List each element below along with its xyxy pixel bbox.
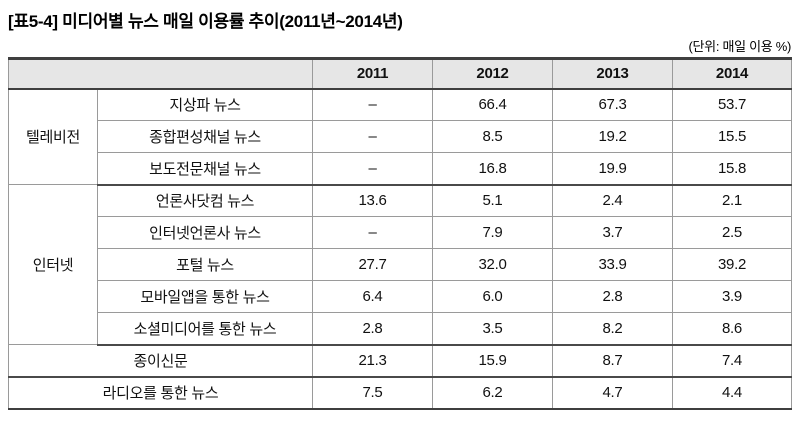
table-row: 보도전문채널 뉴스 – 16.8 19.9 15.8 bbox=[9, 152, 792, 186]
value-cell: 4.7 bbox=[552, 376, 673, 409]
value-cell: 8.6 bbox=[672, 312, 792, 346]
row-label: 인터넷언론사 뉴스 bbox=[97, 216, 313, 249]
value-cell: 8.2 bbox=[552, 312, 673, 346]
value-cell: 21.3 bbox=[312, 344, 433, 378]
value-cell: – bbox=[312, 120, 433, 153]
value-cell: 19.9 bbox=[552, 152, 673, 186]
table-row: 종합편성채널 뉴스 – 8.5 19.2 15.5 bbox=[9, 120, 792, 153]
group-label-television: 텔레비전 bbox=[8, 88, 98, 185]
value-cell: 32.0 bbox=[432, 248, 553, 281]
value-cell: 8.5 bbox=[432, 120, 553, 153]
value-cell: 8.7 bbox=[552, 344, 673, 378]
value-cell: 66.4 bbox=[432, 88, 553, 121]
value-cell: 3.5 bbox=[432, 312, 553, 346]
value-cell: 15.8 bbox=[672, 152, 792, 186]
value-cell: 2.8 bbox=[552, 280, 673, 313]
table-row: 포털 뉴스 27.7 32.0 33.9 39.2 bbox=[9, 248, 792, 281]
row-label: 지상파 뉴스 bbox=[97, 88, 313, 121]
value-cell: 2.5 bbox=[672, 216, 792, 249]
table-row: 텔레비전 지상파 뉴스 – 66.4 67.3 53.7 bbox=[8, 88, 792, 185]
value-cell: 53.7 bbox=[672, 88, 792, 121]
value-cell: 67.3 bbox=[552, 88, 673, 121]
value-cell: 15.9 bbox=[432, 344, 553, 378]
row-label-newspaper: 종이신문 bbox=[8, 344, 313, 378]
year-header: 2014 bbox=[672, 58, 792, 90]
value-cell: 3.7 bbox=[552, 216, 673, 249]
value-cell: 7.4 bbox=[672, 344, 792, 378]
table-row: 소셜미디어를 통한 뉴스 2.8 3.5 8.2 8.6 bbox=[9, 312, 792, 346]
table-row: 인터넷 언론사닷컴 뉴스 13.6 5.1 2.4 2.1 bbox=[8, 184, 792, 345]
news-usage-table: 2011 2012 2013 2014 텔레비전 지상파 뉴스 – 66.4 6… bbox=[8, 57, 792, 410]
table-row: 라디오를 통한 뉴스 7.5 6.2 4.7 4.4 bbox=[8, 376, 792, 409]
value-cell: 15.5 bbox=[672, 120, 792, 153]
year-header: 2013 bbox=[552, 58, 673, 90]
empty-corner-cell bbox=[8, 58, 313, 90]
year-header: 2011 bbox=[312, 58, 433, 90]
table-row: 모바일앱을 통한 뉴스 6.4 6.0 2.8 3.9 bbox=[9, 280, 792, 313]
row-label: 모바일앱을 통한 뉴스 bbox=[97, 280, 313, 313]
value-cell: 33.9 bbox=[552, 248, 673, 281]
value-cell: 3.9 bbox=[672, 280, 792, 313]
value-cell: – bbox=[312, 152, 433, 186]
value-cell: 27.7 bbox=[312, 248, 433, 281]
value-cell: 2.4 bbox=[552, 184, 673, 217]
header-row: 2011 2012 2013 2014 bbox=[8, 58, 792, 90]
value-cell: 2.8 bbox=[312, 312, 433, 346]
row-label: 종합편성채널 뉴스 bbox=[97, 120, 313, 153]
row-label: 보도전문채널 뉴스 bbox=[97, 152, 313, 186]
value-cell: 7.5 bbox=[312, 376, 433, 409]
row-label: 언론사닷컴 뉴스 bbox=[97, 184, 313, 217]
value-cell: 16.8 bbox=[432, 152, 553, 186]
table-title: [표5-4] 미디어별 뉴스 매일 이용률 추이(2011년~2014년) bbox=[8, 12, 403, 31]
row-label: 포털 뉴스 bbox=[97, 248, 313, 281]
group-label-internet: 인터넷 bbox=[8, 184, 98, 345]
table-row: 종이신문 21.3 15.9 8.7 7.4 bbox=[8, 344, 792, 378]
unit-note: (단위: 매일 이용 %) bbox=[688, 39, 791, 54]
value-cell: 2.1 bbox=[672, 184, 792, 217]
value-cell: 5.1 bbox=[432, 184, 553, 217]
year-header: 2012 bbox=[432, 58, 553, 90]
value-cell: 7.9 bbox=[432, 216, 553, 249]
value-cell: 19.2 bbox=[552, 120, 673, 153]
value-cell: – bbox=[312, 216, 433, 249]
value-cell: 13.6 bbox=[312, 184, 433, 217]
value-cell: – bbox=[312, 88, 433, 121]
value-cell: 4.4 bbox=[672, 376, 792, 409]
table-row: 인터넷언론사 뉴스 – 7.9 3.7 2.5 bbox=[9, 216, 792, 249]
row-label: 소셜미디어를 통한 뉴스 bbox=[97, 312, 313, 346]
value-cell: 39.2 bbox=[672, 248, 792, 281]
row-label-radio: 라디오를 통한 뉴스 bbox=[8, 376, 313, 409]
value-cell: 6.4 bbox=[312, 280, 433, 313]
value-cell: 6.0 bbox=[432, 280, 553, 313]
value-cell: 6.2 bbox=[432, 376, 553, 409]
